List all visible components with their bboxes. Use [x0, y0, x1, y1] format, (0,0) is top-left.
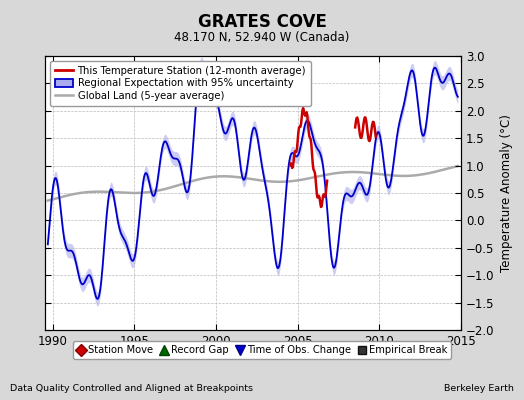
- Legend: Station Move, Record Gap, Time of Obs. Change, Empirical Break: Station Move, Record Gap, Time of Obs. C…: [73, 341, 451, 359]
- Text: 48.170 N, 52.940 W (Canada): 48.170 N, 52.940 W (Canada): [174, 32, 350, 44]
- Text: Data Quality Controlled and Aligned at Breakpoints: Data Quality Controlled and Aligned at B…: [10, 384, 254, 393]
- Text: GRATES COVE: GRATES COVE: [198, 13, 326, 31]
- Legend: This Temperature Station (12-month average), Regional Expectation with 95% uncer: This Temperature Station (12-month avera…: [50, 61, 311, 106]
- Y-axis label: Temperature Anomaly (°C): Temperature Anomaly (°C): [500, 114, 513, 272]
- Text: Berkeley Earth: Berkeley Earth: [444, 384, 514, 393]
